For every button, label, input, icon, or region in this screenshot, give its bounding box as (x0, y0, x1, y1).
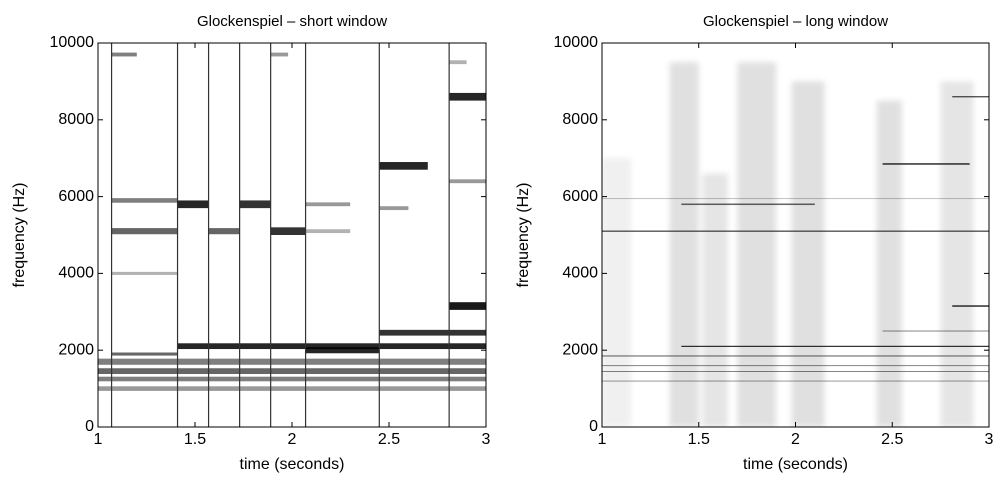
spectral-band (98, 368, 486, 375)
y-tick-label: 10000 (50, 34, 95, 51)
y-axis-label: frequency (Hz) (515, 183, 532, 288)
spectral-band (208, 228, 240, 235)
spectral-band (449, 179, 486, 184)
spectral-band (177, 200, 209, 209)
spectral-band (602, 198, 989, 200)
x-tick-label: 2 (288, 431, 297, 448)
spectral-band (602, 365, 989, 367)
x-tick-label: 1 (94, 431, 103, 448)
spectral-band (111, 228, 178, 235)
y-tick-label: 4000 (58, 265, 94, 282)
y-tick-label: 0 (589, 418, 598, 435)
spectral-band (305, 229, 351, 234)
chart-title: Glockenspiel – long window (703, 13, 888, 30)
x-tick-label: 3 (482, 431, 491, 448)
spectral-band (940, 81, 974, 427)
spectral-band (239, 200, 271, 209)
x-tick-label: 1.5 (184, 431, 206, 448)
spectral-band (98, 386, 486, 391)
chart-title: Glockenspiel – short window (197, 13, 387, 30)
x-tick-label: 3 (985, 431, 994, 448)
spectral-band (98, 358, 486, 365)
spectral-band (111, 52, 137, 57)
spectral-band (602, 230, 989, 232)
y-tick-label: 2000 (58, 341, 94, 358)
spectral-band (270, 227, 306, 235)
spectral-band (177, 343, 486, 350)
spectral-band (791, 81, 825, 427)
spectral-band (602, 380, 989, 382)
y-tick-label: 2000 (562, 341, 598, 358)
y-tick-label: 6000 (58, 188, 94, 205)
spectral-band (305, 347, 380, 354)
spectral-band (449, 92, 486, 101)
spectral-band (681, 345, 989, 347)
spectral-band (602, 158, 632, 427)
x-axis-label: time (seconds) (240, 456, 345, 473)
x-tick-label: 2.5 (881, 431, 903, 448)
spectral-band (737, 62, 777, 427)
spectral-band (882, 163, 970, 165)
spectral-band (669, 62, 699, 427)
spectral-band (681, 203, 815, 206)
x-tick-label: 2.5 (378, 431, 400, 448)
spectral-band (379, 329, 486, 336)
spectral-band (449, 302, 486, 310)
x-tick-label: 2 (791, 431, 800, 448)
spectral-band (952, 305, 989, 307)
y-tick-label: 8000 (58, 111, 94, 128)
spectral-band (111, 271, 178, 275)
x-tick-label: 1.5 (688, 431, 710, 448)
spectral-band (602, 371, 989, 372)
y-tick-label: 0 (85, 418, 94, 435)
spectral-band (111, 198, 178, 203)
spectral-band (379, 206, 409, 211)
spectral-band (270, 52, 289, 57)
y-axis-label: frequency (Hz) (11, 183, 28, 288)
spectral-band (111, 352, 178, 356)
y-tick-label: 4000 (562, 265, 598, 282)
plot-area (98, 43, 486, 427)
spectral-band (98, 376, 486, 382)
plot-area (602, 62, 989, 427)
spectral-band (952, 96, 989, 98)
y-tick-label: 6000 (562, 188, 598, 205)
spectral-band (702, 173, 728, 427)
spectral-band (882, 330, 989, 332)
spectral-band (602, 355, 989, 357)
x-axis-label: time (seconds) (743, 456, 848, 473)
y-tick-label: 10000 (554, 34, 599, 51)
spectral-band (379, 162, 428, 170)
x-tick-label: 1 (598, 431, 607, 448)
y-tick-label: 8000 (562, 111, 598, 128)
spectral-band (449, 60, 467, 65)
spectral-band (876, 100, 902, 427)
spectral-band (305, 202, 351, 207)
